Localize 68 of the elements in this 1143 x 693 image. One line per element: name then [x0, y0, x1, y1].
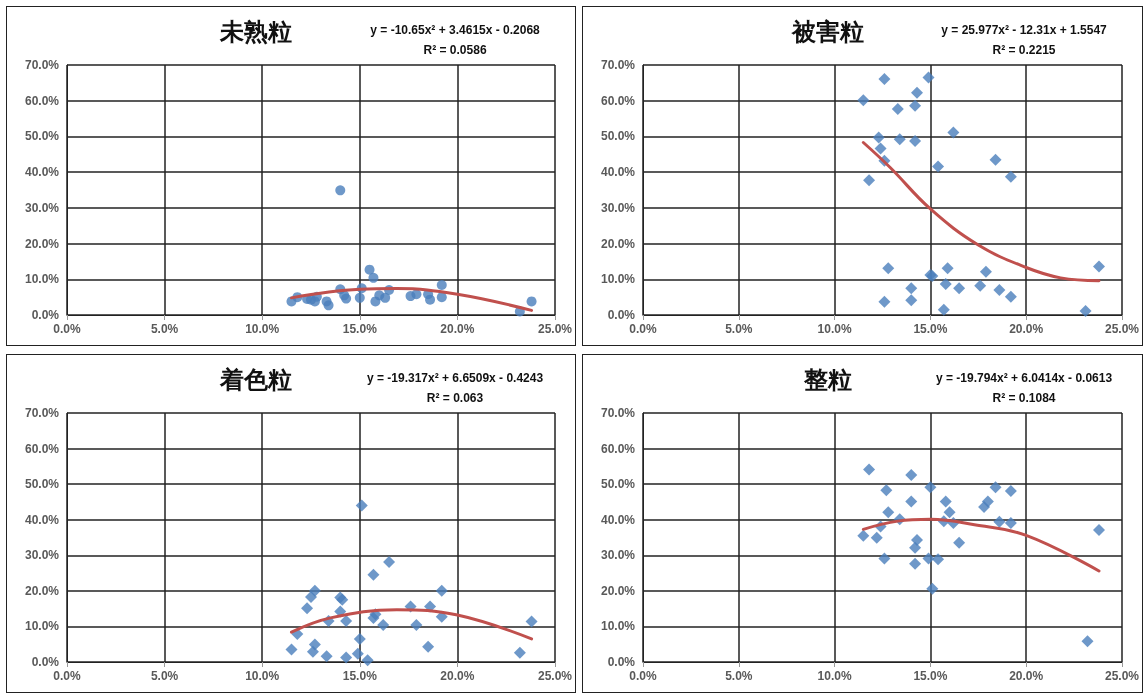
y-tick-label: 10.0%: [24, 619, 60, 634]
y-tick-label: 10.0%: [24, 272, 60, 287]
x-tick-label: 25.0%: [537, 322, 573, 336]
x-tick-label: 15.0%: [913, 322, 948, 336]
y-tick-label: 60.0%: [24, 441, 60, 456]
y-tick-label: 50.0%: [600, 477, 636, 492]
x-tick-label: 0.0%: [53, 669, 81, 683]
chart-title: 着色粒: [219, 366, 293, 394]
text: y = -19.794x² + 6.0414x - 0.0613: [935, 371, 1113, 385]
text: R² = 0.063: [426, 391, 484, 405]
text: R² = 0.0586: [423, 43, 487, 57]
y-tick-label: 40.0%: [600, 165, 636, 180]
x-tick-label: 15.0%: [342, 669, 378, 683]
y-tick-label: 40.0%: [24, 512, 60, 527]
y-tick-label: 40.0%: [24, 165, 60, 180]
x-tick-label: 15.0%: [913, 669, 948, 683]
y-tick-label: 70.0%: [24, 58, 60, 72]
y-tick-label: 30.0%: [24, 200, 60, 215]
y-tick-label: 70.0%: [600, 406, 636, 420]
x-tick-label: 5.0%: [150, 322, 179, 336]
y-tick-label: 60.0%: [24, 93, 60, 108]
text: y = -19.317x² + 6.6509x - 0.4243: [366, 371, 544, 385]
x-tick-label: 25.0%: [1104, 669, 1140, 683]
x-tick-label: 0.0%: [53, 322, 81, 336]
x-tick-label: 15.0%: [342, 322, 378, 336]
chart-title: 未熟粒: [219, 18, 293, 46]
y-tick-label: 20.0%: [600, 583, 636, 598]
y-tick-label: 20.0%: [24, 583, 60, 598]
y-tick-label: 50.0%: [600, 129, 636, 144]
y-tick-label: 0.0%: [31, 655, 60, 669]
x-tick-label: 5.0%: [725, 322, 753, 336]
y-tick-label: 20.0%: [24, 236, 60, 251]
x-tick-label: 20.0%: [440, 669, 475, 683]
y-tick-label: 10.0%: [600, 272, 636, 287]
text: y = -10.65x² + 3.4615x - 0.2068: [370, 23, 541, 37]
x-tick-label: 25.0%: [537, 669, 573, 683]
y-tick-label: 10.0%: [600, 619, 636, 634]
y-tick-label: 50.0%: [24, 477, 60, 492]
y-tick-label: 40.0%: [600, 512, 636, 527]
chart-title: 整粒: [803, 366, 853, 394]
y-tick-label: 70.0%: [600, 58, 636, 72]
y-tick-label: 60.0%: [600, 93, 636, 108]
x-tick-label: 20.0%: [440, 322, 475, 336]
y-tick-label: 50.0%: [24, 129, 60, 144]
text: R² = 0.2215: [992, 43, 1056, 57]
text: R² = 0.1084: [992, 391, 1056, 405]
y-tick-label: 70.0%: [24, 406, 60, 420]
text: y = 25.977x² - 12.31x + 1.5547: [941, 23, 1108, 37]
x-tick-label: 20.0%: [1009, 669, 1044, 683]
y-tick-label: 0.0%: [31, 308, 60, 322]
y-tick-label: 60.0%: [600, 441, 636, 456]
y-tick-label: 0.0%: [607, 308, 636, 322]
x-tick-label: 10.0%: [817, 669, 852, 683]
x-tick-label: 5.0%: [725, 669, 753, 683]
y-tick-label: 30.0%: [600, 548, 636, 563]
x-tick-label: 5.0%: [150, 669, 179, 683]
x-tick-label: 20.0%: [1009, 322, 1044, 336]
x-tick-label: 10.0%: [245, 669, 280, 683]
y-tick-label: 0.0%: [607, 655, 636, 669]
x-tick-label: 0.0%: [629, 322, 657, 336]
y-tick-label: 30.0%: [24, 548, 60, 563]
x-tick-label: 0.0%: [629, 669, 657, 683]
y-tick-label: 20.0%: [600, 236, 636, 251]
x-tick-label: 25.0%: [1104, 322, 1140, 336]
y-tick-label: 30.0%: [600, 200, 636, 215]
x-tick-label: 10.0%: [817, 322, 852, 336]
chart-title: 被害粒: [791, 18, 865, 46]
x-tick-label: 10.0%: [245, 322, 280, 336]
